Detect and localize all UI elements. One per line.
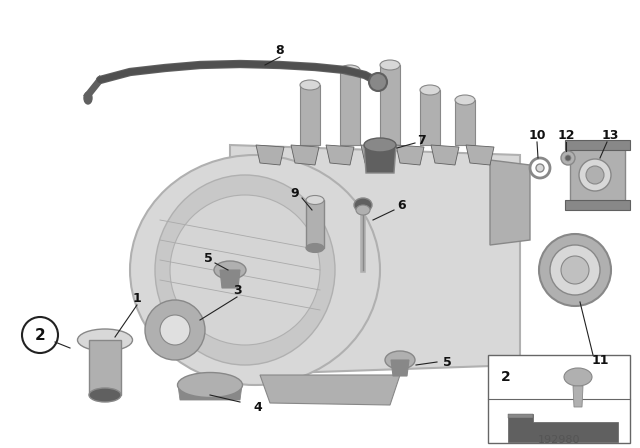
Polygon shape xyxy=(508,414,618,442)
Ellipse shape xyxy=(364,138,396,152)
Text: 6: 6 xyxy=(397,198,406,211)
Ellipse shape xyxy=(160,315,190,345)
Polygon shape xyxy=(256,145,284,165)
Ellipse shape xyxy=(300,80,320,90)
Polygon shape xyxy=(326,145,354,165)
Ellipse shape xyxy=(564,368,592,386)
Ellipse shape xyxy=(356,205,370,215)
Ellipse shape xyxy=(536,164,544,172)
Text: 12: 12 xyxy=(557,129,575,142)
Polygon shape xyxy=(340,70,360,145)
Text: 13: 13 xyxy=(602,129,619,142)
Polygon shape xyxy=(490,160,530,245)
Text: 8: 8 xyxy=(276,43,284,56)
Ellipse shape xyxy=(177,372,243,397)
Ellipse shape xyxy=(354,198,372,212)
Polygon shape xyxy=(570,145,625,205)
Ellipse shape xyxy=(306,244,324,253)
Ellipse shape xyxy=(550,245,600,295)
Ellipse shape xyxy=(565,155,571,161)
Ellipse shape xyxy=(340,65,360,75)
Text: 5: 5 xyxy=(204,251,212,264)
Circle shape xyxy=(22,317,58,353)
Text: 10: 10 xyxy=(528,129,546,142)
Ellipse shape xyxy=(369,73,387,91)
Ellipse shape xyxy=(385,351,415,369)
Ellipse shape xyxy=(586,166,604,184)
Ellipse shape xyxy=(170,195,320,345)
Polygon shape xyxy=(380,65,400,145)
Ellipse shape xyxy=(214,261,246,279)
Polygon shape xyxy=(431,145,459,165)
Text: 2: 2 xyxy=(501,370,511,384)
Polygon shape xyxy=(565,200,630,210)
Ellipse shape xyxy=(380,60,400,70)
Ellipse shape xyxy=(539,234,611,306)
Text: 2: 2 xyxy=(35,327,45,343)
Ellipse shape xyxy=(561,151,575,165)
Text: 3: 3 xyxy=(233,284,241,297)
Polygon shape xyxy=(508,414,533,418)
Ellipse shape xyxy=(77,329,132,351)
Text: 11: 11 xyxy=(591,353,609,366)
FancyBboxPatch shape xyxy=(488,355,630,443)
Ellipse shape xyxy=(579,159,611,191)
Ellipse shape xyxy=(455,95,475,105)
Text: 7: 7 xyxy=(418,134,426,146)
Polygon shape xyxy=(364,145,396,173)
Ellipse shape xyxy=(561,256,589,284)
Polygon shape xyxy=(396,145,424,165)
Polygon shape xyxy=(466,145,494,165)
Polygon shape xyxy=(420,90,440,145)
Text: 1: 1 xyxy=(132,292,141,305)
Polygon shape xyxy=(565,140,630,150)
Polygon shape xyxy=(260,375,400,405)
Polygon shape xyxy=(455,100,475,145)
Polygon shape xyxy=(300,85,320,145)
Polygon shape xyxy=(306,200,324,248)
Polygon shape xyxy=(291,145,319,165)
Ellipse shape xyxy=(130,155,380,385)
Ellipse shape xyxy=(306,195,324,204)
Text: 9: 9 xyxy=(291,186,300,199)
Text: 5: 5 xyxy=(443,356,451,369)
Polygon shape xyxy=(361,145,389,165)
Polygon shape xyxy=(89,340,121,395)
Ellipse shape xyxy=(145,300,205,360)
Polygon shape xyxy=(573,386,583,407)
Polygon shape xyxy=(220,270,240,288)
Polygon shape xyxy=(230,145,520,375)
Ellipse shape xyxy=(89,388,121,402)
Ellipse shape xyxy=(84,92,92,104)
Ellipse shape xyxy=(420,85,440,95)
Ellipse shape xyxy=(155,175,335,365)
Text: 192980: 192980 xyxy=(538,435,580,445)
Polygon shape xyxy=(178,385,242,400)
Polygon shape xyxy=(391,360,409,376)
Text: 4: 4 xyxy=(253,401,262,414)
